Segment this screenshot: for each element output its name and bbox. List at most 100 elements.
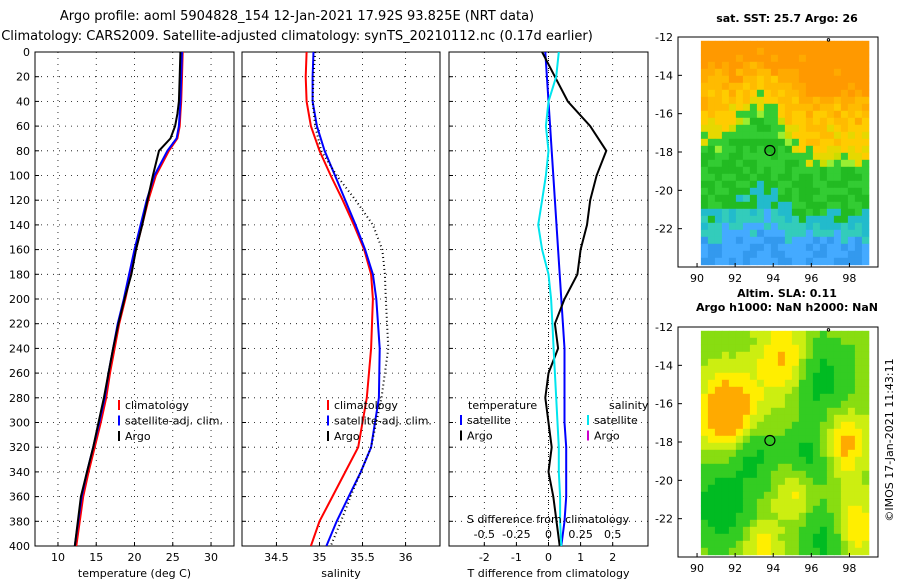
map-cell bbox=[756, 498, 765, 507]
map-cell bbox=[826, 96, 835, 105]
map-cell bbox=[784, 257, 793, 266]
map-cell bbox=[763, 484, 772, 493]
map-cell bbox=[791, 484, 800, 493]
map-cell bbox=[826, 75, 835, 84]
map-cell bbox=[728, 68, 737, 77]
map-cell bbox=[763, 180, 772, 189]
map-cell bbox=[721, 386, 730, 395]
map-cell bbox=[840, 547, 849, 556]
map-cell bbox=[770, 484, 779, 493]
series-salinity-satellite bbox=[537, 52, 563, 546]
map-cell bbox=[700, 131, 709, 140]
map-cell bbox=[749, 456, 758, 465]
map-cell bbox=[840, 421, 849, 430]
map-cell bbox=[763, 124, 772, 133]
map-cell bbox=[784, 491, 793, 500]
map-cell bbox=[798, 407, 807, 416]
map-cell bbox=[805, 519, 814, 528]
map-cell bbox=[721, 89, 730, 98]
map-cell bbox=[861, 61, 870, 70]
map-cell bbox=[784, 187, 793, 196]
map-cell bbox=[847, 124, 856, 133]
map-cell bbox=[777, 337, 786, 346]
map-cell bbox=[735, 103, 744, 112]
map-cell bbox=[735, 456, 744, 465]
map-cell bbox=[707, 386, 716, 395]
map-cell bbox=[847, 96, 856, 105]
map-cell bbox=[707, 131, 716, 140]
map-cell bbox=[812, 505, 821, 514]
map-cell bbox=[833, 449, 842, 458]
map-cell bbox=[854, 372, 863, 381]
map-ytick-label: -22 bbox=[655, 223, 673, 236]
map-cell bbox=[833, 145, 842, 154]
map-cell bbox=[791, 449, 800, 458]
map-cell bbox=[784, 89, 793, 98]
map-cell bbox=[812, 463, 821, 472]
map-cell bbox=[812, 344, 821, 353]
map-cell bbox=[784, 351, 793, 360]
map-cell bbox=[840, 519, 849, 528]
series-satellite-adj-clim- bbox=[311, 52, 381, 546]
map-cell bbox=[742, 372, 751, 381]
map-cell bbox=[742, 180, 751, 189]
map-cell bbox=[763, 117, 772, 126]
map-cell bbox=[714, 456, 723, 465]
map-cell bbox=[749, 337, 758, 346]
map-cell bbox=[700, 519, 709, 528]
map-cell bbox=[728, 421, 737, 430]
depth-tick-label: 140 bbox=[9, 219, 30, 232]
map-cell bbox=[714, 414, 723, 423]
map-cell bbox=[749, 386, 758, 395]
map-cell bbox=[812, 54, 821, 63]
map-cell bbox=[819, 145, 828, 154]
salinity-xlabel: salinity bbox=[321, 567, 361, 580]
salinity-xtick-label: 36 bbox=[399, 551, 413, 564]
map-cell bbox=[805, 89, 814, 98]
map-cell bbox=[805, 215, 814, 224]
map-cell bbox=[756, 61, 765, 70]
map-cell bbox=[805, 243, 814, 252]
map-cell bbox=[833, 337, 842, 346]
map-cell bbox=[721, 117, 730, 126]
map-cell bbox=[833, 243, 842, 252]
map-cell bbox=[798, 393, 807, 402]
map-cell bbox=[735, 358, 744, 367]
map-cell bbox=[819, 337, 828, 346]
map-cell bbox=[840, 117, 849, 126]
map-cell bbox=[847, 243, 856, 252]
map-cell bbox=[770, 103, 779, 112]
map-cell bbox=[749, 75, 758, 84]
map-cell bbox=[763, 131, 772, 140]
map-cell bbox=[756, 187, 765, 196]
map-cell bbox=[847, 166, 856, 175]
map-cell bbox=[861, 47, 870, 56]
map-cell bbox=[826, 124, 835, 133]
map-cell bbox=[833, 152, 842, 161]
map-cell bbox=[763, 421, 772, 430]
map-cell bbox=[735, 449, 744, 458]
map-ytick-label: -20 bbox=[655, 184, 673, 197]
map-cell bbox=[777, 365, 786, 374]
map-cell bbox=[770, 89, 779, 98]
map-cell bbox=[700, 351, 709, 360]
map-cell bbox=[847, 208, 856, 217]
map-cell bbox=[833, 393, 842, 402]
map-cell bbox=[742, 243, 751, 252]
map-cell bbox=[707, 152, 716, 161]
map-cell bbox=[784, 400, 793, 409]
map-cell bbox=[735, 173, 744, 182]
map-cell bbox=[721, 187, 730, 196]
map-cell bbox=[749, 201, 758, 210]
map-cell bbox=[728, 491, 737, 500]
map-cell bbox=[826, 519, 835, 528]
map-cell bbox=[798, 180, 807, 189]
map-cell bbox=[847, 82, 856, 91]
map-cell bbox=[840, 428, 849, 437]
map-cell bbox=[770, 442, 779, 451]
map-cell bbox=[756, 229, 765, 238]
map-cell bbox=[763, 82, 772, 91]
map-cell bbox=[763, 103, 772, 112]
map-cell bbox=[763, 400, 772, 409]
map-cell bbox=[798, 68, 807, 77]
